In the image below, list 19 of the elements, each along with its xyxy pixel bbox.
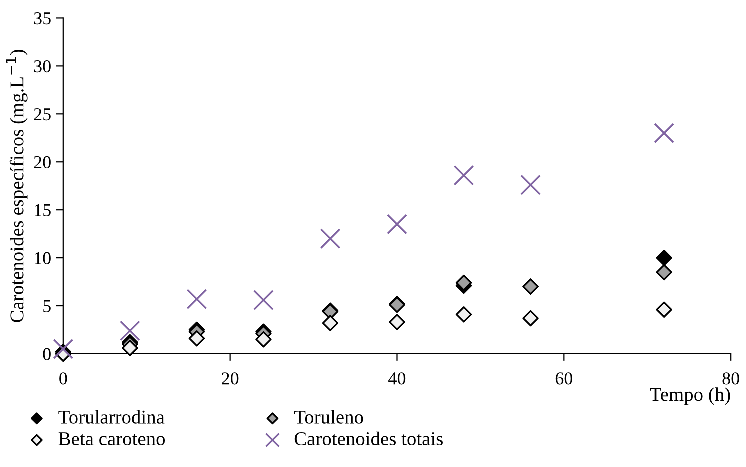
x-tick-label: 60 xyxy=(556,372,572,385)
y-tick-label: 15 xyxy=(35,204,51,217)
x-tick-label: 20 xyxy=(222,372,239,385)
y-tick-label: 30 xyxy=(34,60,51,73)
x-tick-label: 40 xyxy=(388,372,406,385)
y-tick-label: 35 xyxy=(34,12,51,25)
legend-label: Toruleno xyxy=(294,410,364,424)
y-tick-label: 20 xyxy=(34,156,51,169)
y-tick-label: 0 xyxy=(43,348,51,360)
y-tick-label: 10 xyxy=(35,252,51,264)
y-tick-label: 5 xyxy=(44,300,51,312)
legend-label: Torularrodina xyxy=(58,410,165,424)
legend-label: Beta caroteno xyxy=(58,432,166,446)
y-axis-title: Carotenoides específicos (mg.L$^{−1}$) xyxy=(6,50,28,322)
x-tick-label: 0 xyxy=(60,372,68,385)
legend-label: Carotenoides totais xyxy=(294,432,443,446)
x-tick-label: 80 xyxy=(722,372,740,385)
y-tick-label: 25 xyxy=(34,108,51,121)
x-axis-title: Tempo (h) xyxy=(650,388,730,406)
